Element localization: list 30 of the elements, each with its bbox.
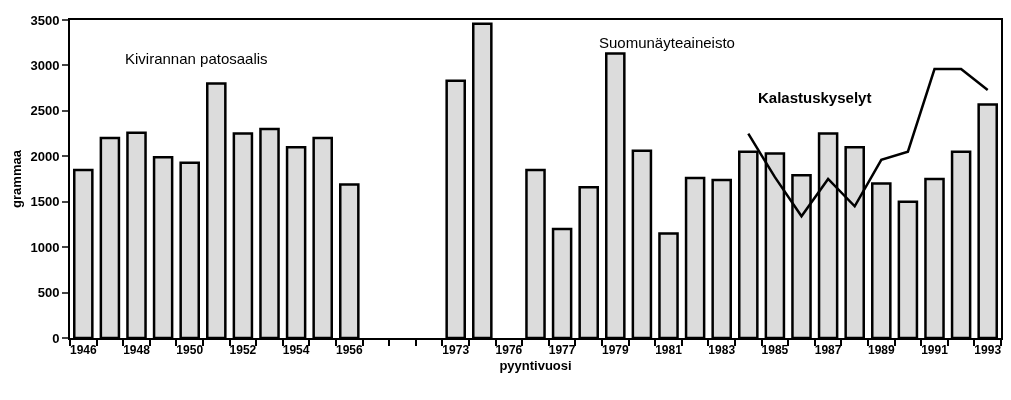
x-tick-label: 1979 [601, 343, 629, 358]
annotation: Suomunäyteaineisto [599, 34, 735, 51]
y-tick-label: 0 [52, 330, 60, 346]
x-axis-title: pyyntivuosi [499, 357, 572, 373]
x-tick-label: 1989 [867, 343, 895, 358]
x-tick-label: 1987 [814, 343, 842, 358]
x-tick-label: 1983 [708, 343, 736, 358]
x-tick-label: 1976 [495, 343, 523, 358]
y-tick-label: 1000 [30, 239, 60, 255]
y-tick-label: 3500 [30, 12, 60, 28]
x-tick-label: 1954 [282, 343, 310, 358]
x-tick-label: 1950 [176, 343, 204, 358]
y-axis-title: grammaa [8, 149, 24, 208]
x-tick-label: 1977 [548, 343, 576, 358]
y-tick-label: 1500 [30, 194, 60, 210]
y-tick-label: 2500 [30, 103, 60, 119]
y-tick-label: 2000 [30, 148, 60, 164]
annotation: Kivirannan patosaalis [125, 50, 268, 67]
x-tick-label: 1985 [761, 343, 789, 358]
x-tick-label: 1973 [442, 343, 470, 358]
x-tick-label: 1991 [921, 343, 949, 358]
y-tick-label: 3000 [30, 57, 60, 73]
x-tick-label: 1993 [974, 343, 1002, 358]
x-tick-label: 1948 [123, 343, 151, 358]
series-label: Kalastuskyselyt [758, 89, 872, 106]
y-tick-label: 500 [37, 285, 60, 301]
x-tick-label: 1952 [229, 343, 257, 358]
x-tick-label: 1946 [69, 343, 97, 358]
x-tick-label: 1956 [335, 343, 363, 358]
x-tick-label: 1981 [655, 343, 683, 358]
